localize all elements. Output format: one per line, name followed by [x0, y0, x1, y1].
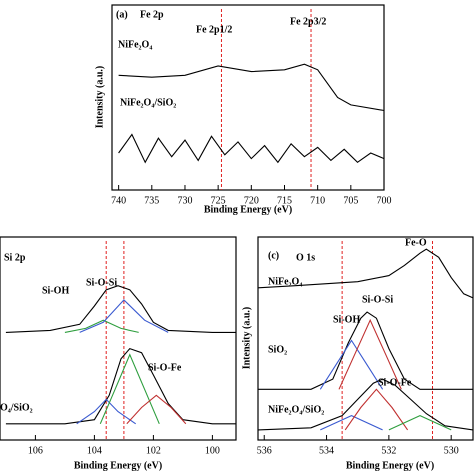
x-tick-label: 106: [28, 445, 43, 456]
y-axis-label: Intensity (a.u.): [241, 307, 252, 370]
annotation: Si-OH: [333, 314, 360, 325]
annotation: NiFe₂O₄/SiO₂: [268, 404, 324, 415]
annotation: Si-O-Fe: [378, 377, 412, 388]
x-axis-label: Binding Energy (eV): [346, 460, 434, 471]
x-tick-label: 705: [343, 195, 358, 206]
x-tick-label: 740: [111, 195, 126, 206]
spectrum-line: [118, 63, 385, 112]
spectrum-line: [118, 133, 385, 164]
annotation: Si-O-Si: [362, 294, 393, 305]
panel-title: Si 2p: [4, 252, 26, 263]
spectrum-line: [338, 318, 402, 390]
x-tick-label: 720: [244, 195, 259, 206]
annotation: SiO₂: [268, 344, 287, 355]
x-axis-label: Binding Energy (eV): [74, 460, 162, 471]
spectrum-line: [257, 248, 474, 299]
spectrum-line: [126, 394, 187, 425]
panel-title: O 1s: [296, 252, 315, 263]
spectrum-line: [344, 388, 409, 431]
annotation: Fe 2p3/2: [290, 16, 326, 27]
spectrum-line: [388, 414, 452, 431]
x-tick-label: 104: [87, 445, 102, 456]
annotation: NiFe₂O₄: [268, 276, 302, 287]
x-tick-label: 725: [211, 195, 226, 206]
annotation: NiFe₂O₄: [118, 39, 152, 50]
annotation: Si-O-Si: [86, 277, 117, 288]
plot-frame: [257, 236, 474, 441]
x-tick-label: 530: [444, 445, 459, 456]
spectrum-line: [5, 285, 236, 333]
plot-frame: [111, 4, 385, 191]
x-tick-label: 700: [377, 195, 392, 206]
spectrum-line: [5, 347, 236, 425]
annotation: Si-O-Fe: [148, 362, 182, 373]
plot-frame: [0, 236, 237, 441]
spectrum-line: [64, 319, 139, 333]
x-tick-label: 730: [177, 195, 192, 206]
spectrum-line: [319, 339, 384, 390]
annotation: Fe 2p1/2: [196, 24, 232, 35]
x-tick-label: 100: [205, 445, 220, 456]
spectrum-line: [320, 414, 383, 431]
x-axis-label: Binding Energy (eV): [204, 204, 292, 215]
annotation: NiFe₂O₄/SiO₂: [120, 97, 176, 108]
x-tick-label: 710: [310, 195, 325, 206]
spectrum-line: [257, 378, 474, 431]
spectrum-line: [79, 299, 169, 333]
x-tick-label: 102: [146, 445, 161, 456]
panel-title: Fe 2p: [140, 9, 164, 20]
annotation: Si-OH: [42, 285, 69, 296]
spectrum-line: [76, 398, 137, 425]
spectrum-line: [258, 311, 473, 390]
annotation: O₄/SiO₂: [0, 402, 33, 413]
x-tick-label: 735: [144, 195, 159, 206]
annotation: Fe-O: [405, 237, 427, 248]
x-tick-label: 536: [257, 445, 272, 456]
y-axis-label: Intensity (a.u.): [94, 66, 105, 129]
panel-label: (a): [116, 9, 128, 20]
x-tick-label: 715: [277, 195, 292, 206]
x-tick-label: 532: [381, 445, 396, 456]
panel-label: (c): [268, 250, 279, 261]
x-tick-label: 534: [319, 445, 334, 456]
